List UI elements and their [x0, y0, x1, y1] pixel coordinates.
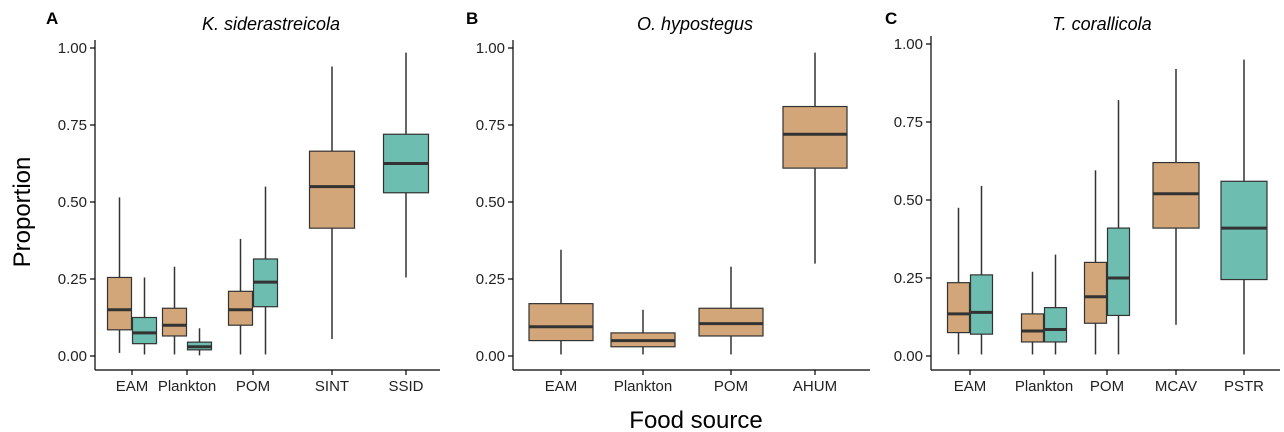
panel-title: T. corallicola: [1052, 14, 1151, 34]
box-body: [227, 290, 254, 326]
box-body: [782, 105, 848, 169]
box-body: [1106, 227, 1131, 317]
x-tick-label: POM: [236, 378, 270, 395]
y-tick-label: 0.25: [476, 271, 505, 288]
box-orange: [1152, 68, 1200, 325]
box-teal: [131, 277, 158, 355]
x-tick-label: POM: [1090, 378, 1124, 395]
x-tick-label: Plankton: [614, 378, 672, 395]
y-tick-label: 1.00: [476, 40, 505, 57]
box-orange: [227, 238, 254, 355]
box-teal: [1220, 59, 1268, 355]
panel-title: K. siderastreicola: [202, 14, 340, 34]
y-tick-label: 1.00: [58, 40, 87, 57]
y-tick-label: 0.00: [476, 348, 505, 365]
box-body: [1020, 313, 1045, 343]
box-teal: [1043, 254, 1068, 355]
x-tick-label: AHUM: [793, 378, 837, 395]
box-body: [1043, 307, 1068, 343]
box-body: [308, 150, 356, 229]
box-orange: [698, 266, 764, 355]
x-tick-label: SINT: [315, 378, 349, 395]
y-tick-label: 0.00: [58, 348, 87, 365]
y-tick-label: 0.75: [476, 117, 505, 134]
box-body: [1220, 180, 1268, 281]
box-body: [1083, 261, 1108, 324]
panel-b: B O. hypostegus 0.00 0.25 0.50 0.75 1.00 EAM Pla…: [466, 9, 870, 395]
y-tick-label: 0.75: [58, 117, 87, 134]
x-tick-label: EAM: [116, 378, 149, 395]
box-teal: [252, 186, 279, 355]
panel-c: C T. corallicola 0.00 0.25 0.50 0.75 1.00 EAM Pl…: [885, 9, 1280, 395]
box-orange: [1020, 271, 1045, 355]
y-tick-label: 0.25: [894, 270, 923, 287]
x-axis-title: Food source: [629, 407, 762, 432]
y-tick-label: 0.50: [476, 194, 505, 211]
box-teal: [969, 185, 994, 355]
panel-title: O. hypostegus: [637, 14, 753, 34]
x-tick-label: EAM: [954, 378, 987, 395]
x-tick-label: Plankton: [158, 378, 216, 395]
box-body: [698, 307, 764, 337]
y-axis-title: Proportion: [9, 157, 36, 268]
box-orange: [106, 197, 133, 353]
box-body: [1152, 161, 1200, 229]
y-tick-label: 0.25: [58, 271, 87, 288]
y-tick-label: 0.00: [894, 348, 923, 365]
y-tick-label: 0.75: [894, 114, 923, 131]
box-body: [161, 307, 188, 337]
panel-letter: A: [46, 9, 58, 28]
y-tick-label: 1.00: [894, 36, 923, 53]
box-body: [106, 276, 133, 331]
y-tick-label: 0.50: [58, 194, 87, 211]
panel-letter: C: [885, 9, 897, 28]
x-tick-label: POM: [714, 378, 748, 395]
box-teal: [186, 328, 213, 356]
panels: A K. siderastreicola 0.00 0.25 0.50 0.75 1.00 E…: [46, 9, 1280, 395]
box-orange: [1083, 170, 1108, 355]
box-teal: [382, 52, 430, 278]
y-tick-label: 0.50: [894, 192, 923, 209]
box-orange: [782, 52, 848, 264]
box-orange: [161, 266, 188, 355]
box-orange: [308, 66, 356, 340]
x-tick-label: Plankton: [1015, 378, 1073, 395]
x-tick-label: MCAV: [1155, 378, 1197, 395]
box-orange: [610, 309, 676, 355]
x-tick-label: PSTR: [1224, 378, 1264, 395]
box-body: [946, 282, 971, 334]
x-tick-label: SSID: [388, 378, 423, 395]
box-body: [131, 316, 158, 345]
box-orange: [528, 249, 594, 355]
box-orange: [946, 207, 971, 355]
panel-a: A K. siderastreicola 0.00 0.25 0.50 0.75 1.00 E…: [46, 9, 440, 395]
panel-letter: B: [466, 9, 478, 28]
box-teal: [1106, 100, 1131, 355]
box-body: [528, 303, 594, 342]
x-tick-label: EAM: [545, 378, 578, 395]
box-body: [969, 274, 994, 335]
